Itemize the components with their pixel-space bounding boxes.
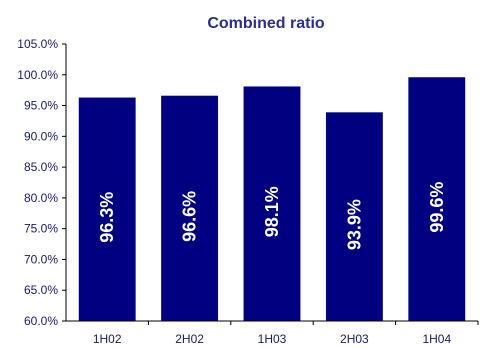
bar-1h03 [243,86,301,322]
y-tick-label: 100.0% [17,68,58,82]
y-tick-label: 75.0% [24,222,58,236]
x-tick-label: 2H03 [340,332,369,346]
bar-value-label: 93.9% [344,199,364,250]
y-tick-label: 90.0% [24,129,58,143]
bar-1h02 [78,97,136,321]
y-tick-label: 95.0% [24,99,58,113]
x-tick-label: 1H04 [422,332,451,346]
y-axis: 60.0% 65.0% 70.0% 75.0% 80.0% 85.0% 90.0% 95.0%… [17,37,66,328]
x-tick-label: 2H02 [175,332,204,346]
bar-2h02 [161,95,219,321]
y-tick-label: 85.0% [24,160,58,174]
bar-value-label: 98.1% [262,186,282,237]
bar-2h03 [325,112,383,322]
y-tick-label: 80.0% [24,191,58,205]
bar-value-label: 99.6% [427,182,447,233]
x-axis: 1H02 2H02 1H03 2H03 1H04 [93,321,479,346]
y-tick-label: 105.0% [17,37,58,51]
bar-1h04 [408,77,466,322]
bar-value-label: 96.3% [97,192,117,243]
bar-value-label: 96.6% [180,191,200,242]
y-tick-label: 65.0% [24,283,58,297]
x-tick-label: 1H02 [93,332,122,346]
bars: 96.3% 96.6% 98.1% 93.9% 99.6% [78,77,466,322]
chart-title: Combined ratio [207,15,325,32]
y-tick-label: 60.0% [24,314,58,328]
y-tick-label: 70.0% [24,252,58,266]
x-tick-label: 1H03 [258,332,287,346]
